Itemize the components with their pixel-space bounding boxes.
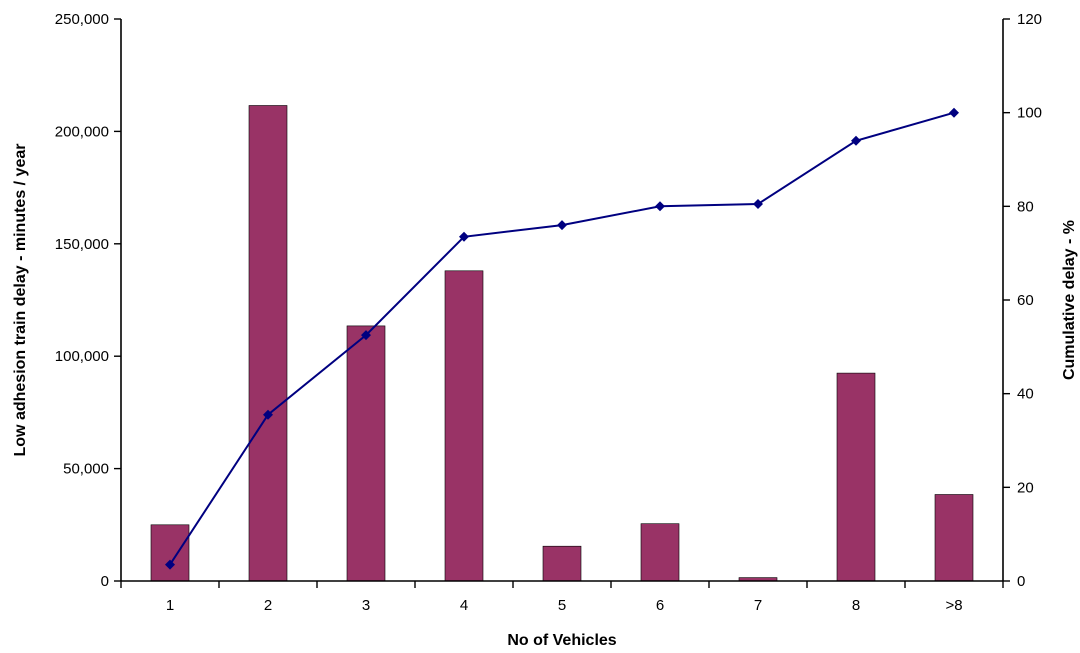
x-tick-label: >8 (945, 597, 962, 614)
line-point-3 (361, 330, 371, 341)
line-point->8 (949, 107, 959, 118)
right-y-tick-label: 20 (1017, 479, 1034, 496)
line-point-8 (851, 135, 861, 146)
line-point-5 (557, 220, 567, 231)
ticks-layer: 0 50,000 100,000 150,000 200,000 250,000 0 20 40… (55, 11, 1042, 614)
x-tick-label: 2 (264, 597, 272, 614)
right-y-tick-label: 60 (1017, 292, 1034, 309)
bar-4 (444, 270, 484, 582)
line-layer (165, 107, 959, 570)
x-tick-label: 4 (460, 597, 468, 614)
bar-5 (542, 545, 582, 582)
bar-3 (346, 325, 386, 582)
bar-8 (836, 372, 876, 582)
x-tick-label: 5 (558, 597, 566, 614)
bar-6 (640, 523, 680, 582)
right-y-tick-label: 0 (1017, 573, 1025, 590)
bar-1 (150, 524, 190, 582)
x-axis-title: No of Vehicles (507, 632, 616, 649)
line-point-1 (165, 559, 175, 570)
line-point-6 (655, 201, 665, 212)
x-tick-label: 3 (362, 597, 370, 614)
left-y-tick-label: 250,000 (55, 11, 109, 28)
line-point-2 (263, 409, 273, 420)
bars-layer (150, 105, 974, 582)
right-y-axis-title: Cumulative delay - % (1061, 220, 1078, 380)
left-y-tick-label: 0 (101, 573, 109, 590)
left-y-tick-label: 100,000 (55, 348, 109, 365)
left-y-tick-label: 150,000 (55, 236, 109, 253)
line-point-4 (459, 231, 469, 242)
right-y-tick-label: 40 (1017, 386, 1034, 403)
line-point-7 (753, 199, 763, 209)
right-y-tick-label: 120 (1017, 11, 1042, 28)
x-tick-label: 7 (754, 597, 762, 614)
bar-2 (248, 105, 288, 582)
cumulative-line (169, 111, 955, 566)
x-tick-label: 6 (656, 597, 664, 614)
left-y-axis-title: Low adhesion train delay - minutes / yea… (12, 144, 29, 457)
right-y-tick-label: 100 (1017, 105, 1042, 122)
x-tick-label: 8 (852, 597, 860, 614)
left-y-tick-label: 50,000 (63, 461, 109, 478)
right-y-tick-label: 80 (1017, 198, 1034, 215)
x-tick-label: 1 (166, 597, 174, 614)
left-y-tick-label: 200,000 (55, 123, 109, 140)
bar->8 (934, 494, 974, 582)
